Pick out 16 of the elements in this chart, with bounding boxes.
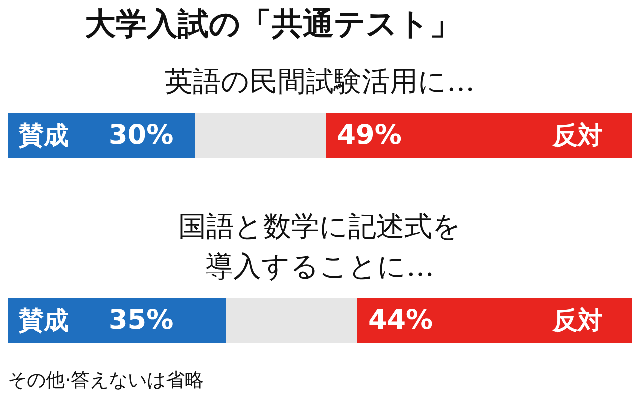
text: 反対 — [553, 306, 603, 335]
y-tick-label: 英語の民間試験活用に… — [165, 65, 475, 98]
data-label: 44% — [368, 305, 434, 336]
bar — [326, 113, 632, 158]
data-label: 35% — [109, 305, 174, 336]
y-tick-label: 国語と数学に記述式を導入することに… — [178, 210, 462, 283]
data-label: 30% — [109, 120, 174, 151]
series-label: 賛成 — [18, 121, 69, 150]
text: その他·答えないは省略 — [8, 370, 204, 392]
bar — [226, 298, 358, 343]
chart-title: 大学入試の「共通テスト」 — [85, 6, 461, 42]
text: 賛成 — [19, 306, 69, 335]
bar — [357, 298, 632, 343]
series-label: 反対 — [552, 121, 603, 150]
bar — [195, 113, 326, 158]
data-label: 49% — [337, 120, 402, 151]
